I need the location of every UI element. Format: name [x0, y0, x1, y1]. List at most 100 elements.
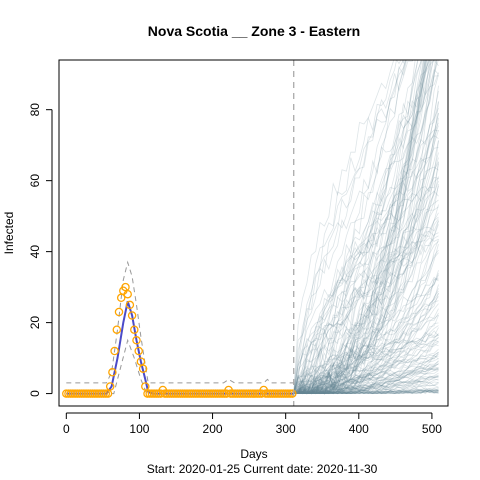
simulation-line — [293, 243, 439, 394]
simulation-line — [293, 218, 439, 395]
simulation-line — [293, 292, 439, 394]
simulation-line — [293, 60, 439, 394]
simulation-line — [293, 129, 439, 394]
simulation-line — [293, 162, 439, 394]
simulation-line — [293, 390, 439, 395]
simulation-line — [293, 129, 439, 394]
simulation-line — [293, 358, 439, 394]
simulation-line — [293, 72, 439, 394]
simulation-line — [293, 367, 439, 394]
simulation-line — [293, 341, 439, 394]
simulation-line — [293, 112, 439, 395]
simulation-line — [293, 340, 439, 394]
observed-point — [125, 300, 135, 310]
simulation-line — [293, 390, 439, 395]
simulation-line — [293, 60, 422, 394]
simulation-line — [293, 113, 439, 394]
simulation-line — [293, 60, 413, 394]
simulation-line — [293, 370, 439, 395]
simulation-line — [293, 389, 439, 395]
chart-title: Nova Scotia __ Zone 3 - Eastern — [148, 23, 360, 39]
simulation-line — [293, 163, 439, 395]
simulation-line — [293, 199, 439, 394]
simulation-line — [293, 381, 439, 395]
simulation-line — [293, 363, 439, 395]
simulation-line — [293, 337, 439, 394]
simulation-line — [293, 336, 439, 395]
simulation-line — [293, 60, 426, 395]
x-tick-label: 0 — [63, 422, 70, 436]
simulation-line — [293, 60, 431, 394]
observed-point — [127, 311, 137, 320]
simulation-line — [293, 375, 439, 395]
simulation-line — [293, 360, 439, 394]
simulation-line — [293, 308, 439, 395]
simulation-line — [293, 60, 430, 394]
simulation-line — [293, 252, 439, 395]
simulation-line — [293, 60, 429, 394]
fit-line — [66, 301, 294, 395]
simulation-line — [293, 60, 405, 394]
simulation-line — [293, 384, 439, 395]
simulation-line — [293, 288, 439, 395]
simulation-line — [293, 368, 439, 394]
simulation-line — [293, 166, 439, 394]
simulation-line — [293, 184, 439, 395]
simulation-line — [293, 237, 439, 394]
simulation-line — [293, 60, 407, 394]
simulation-line — [293, 389, 439, 395]
y-tick-label: 20 — [28, 316, 42, 330]
simulation-line — [293, 389, 439, 395]
simulation-line — [293, 388, 439, 395]
observed-point — [105, 382, 115, 391]
simulation-line — [293, 60, 427, 395]
simulation-line — [293, 293, 439, 395]
simulation-line — [293, 60, 431, 395]
observed-point — [288, 389, 297, 398]
simulation-line — [293, 389, 439, 395]
simulation-line — [293, 220, 439, 395]
simulation-line — [293, 315, 439, 395]
simulation-line — [293, 380, 439, 394]
simulation-line — [293, 224, 439, 394]
simulation-line — [293, 117, 439, 394]
observed-point — [134, 346, 143, 356]
x-axis-label: Days — [240, 447, 267, 461]
simulation-line — [293, 390, 439, 395]
simulation-line — [293, 60, 432, 394]
simulation-line — [293, 327, 439, 394]
simulation-line — [293, 381, 439, 394]
chart-subtitle: Start: 2020-01-25 Current date: 2020-11-… — [147, 462, 378, 476]
simulation-line — [293, 140, 439, 395]
simulation-line — [293, 60, 424, 394]
simulation-line — [293, 157, 439, 395]
simulation-line — [293, 276, 439, 394]
simulation-line — [293, 270, 439, 395]
simulation-line — [293, 60, 425, 394]
simulation-line — [293, 60, 426, 394]
simulation-line — [293, 60, 402, 394]
simulation-line — [293, 60, 432, 395]
plot-frame — [58, 59, 449, 407]
simulation-line — [293, 388, 439, 395]
simulation-line — [293, 60, 423, 395]
simulation-line — [293, 60, 426, 394]
simulation-line — [293, 102, 439, 394]
simulation-line — [293, 376, 439, 395]
simulation-line — [293, 152, 439, 394]
simulation-line — [293, 60, 436, 395]
simulation-line — [293, 330, 439, 394]
simulation-line — [293, 60, 425, 395]
simulation-line — [293, 232, 439, 394]
simulation-line — [293, 354, 439, 394]
simulation-line — [293, 290, 439, 395]
observed-point — [112, 325, 122, 334]
y-tick-label: 0 — [28, 390, 42, 397]
simulation-lines — [293, 60, 439, 395]
simulation-line — [293, 272, 439, 395]
x-tick-label: 200 — [203, 422, 223, 436]
simulation-line — [293, 274, 439, 395]
x-tick-label: 500 — [422, 422, 442, 436]
simulation-line — [293, 361, 439, 394]
simulation-line — [293, 60, 435, 395]
